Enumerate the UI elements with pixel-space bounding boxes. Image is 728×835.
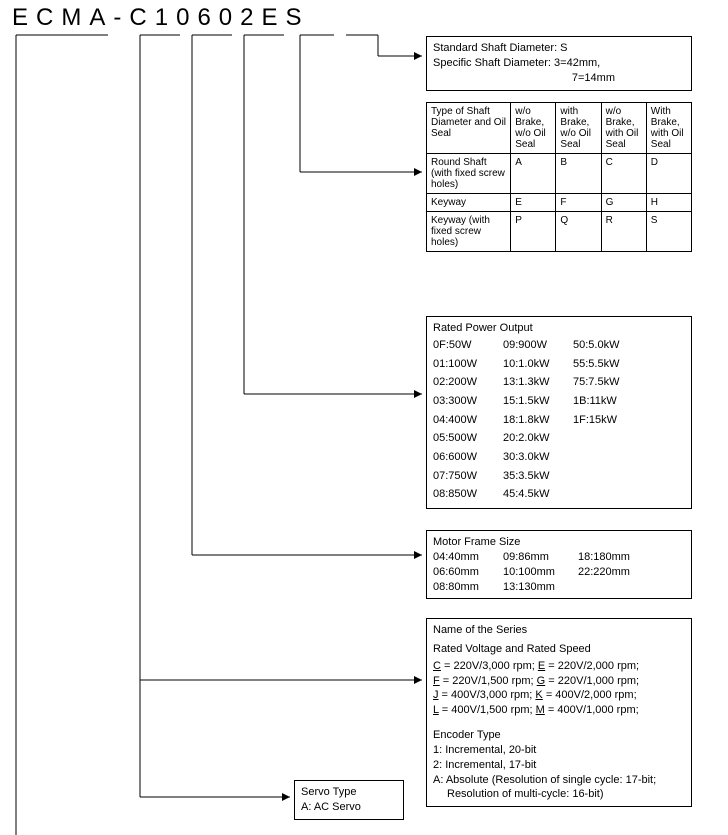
frame-size-box: Motor Frame Size 04:40mm 09:86mm 18:180m… bbox=[426, 530, 692, 599]
part-number-char: 0 bbox=[219, 4, 240, 32]
table-cell: E bbox=[511, 194, 556, 212]
power-item: 03:300W bbox=[433, 392, 503, 411]
part-number-char: 2 bbox=[240, 4, 261, 32]
power-item: 15:1.5kW bbox=[503, 392, 573, 411]
power-item: 04:400W bbox=[433, 411, 503, 430]
table-header: Type of Shaft Diameter and Oil Seal bbox=[427, 103, 511, 154]
power-item: 45:4.5kW bbox=[503, 485, 573, 504]
power-item: 1F:15kW bbox=[573, 411, 643, 430]
table-cell: R bbox=[601, 212, 646, 252]
encoder-line: 1: Incremental, 20-bit bbox=[433, 743, 685, 758]
power-item: 35:3.5kW bbox=[503, 467, 573, 486]
series-val: = 400V/2,000 rpm; bbox=[543, 689, 637, 701]
series-val: = 220V/1,000 rpm; bbox=[545, 675, 639, 687]
series-code: C bbox=[433, 660, 441, 672]
power-item: 01:100W bbox=[433, 355, 503, 374]
series-val: = 220V/2,000 rpm; bbox=[545, 660, 639, 672]
series-val: = 400V/1,500 rpm; bbox=[439, 704, 536, 716]
part-number-char: E bbox=[262, 4, 286, 32]
frame-item: 06:60mm bbox=[433, 565, 503, 580]
power-item: 55:5.5kW bbox=[573, 355, 643, 374]
part-number-char: E bbox=[12, 4, 36, 32]
shaft-diameter-line1: Standard Shaft Diameter: S bbox=[433, 41, 685, 56]
table-cell: Keyway (with fixed screw holes) bbox=[427, 212, 511, 252]
part-number-char: M bbox=[61, 4, 89, 32]
table-header: with Brake, w/o Oil Seal bbox=[556, 103, 601, 154]
shaft-type-table: Type of Shaft Diameter and Oil Seal w/o … bbox=[426, 102, 692, 252]
table-cell: A bbox=[511, 154, 556, 194]
shaft-diameter-line2: Specific Shaft Diameter: 3=42mm, bbox=[433, 56, 685, 71]
frame-item: 09:86mm bbox=[503, 550, 578, 565]
table-cell: Keyway bbox=[427, 194, 511, 212]
table-header: w/o Brake, w/o Oil Seal bbox=[511, 103, 556, 154]
part-number-char: C bbox=[129, 4, 154, 32]
series-val: = 400V/3,000 rpm; bbox=[439, 689, 536, 701]
table-cell: D bbox=[646, 154, 691, 194]
power-item: 05:500W bbox=[433, 429, 503, 448]
table-cell: C bbox=[601, 154, 646, 194]
power-item: 18:1.8kW bbox=[503, 411, 573, 430]
encoder-title: Encoder Type bbox=[433, 728, 685, 743]
series-val: = 220V/1,500 rpm; bbox=[440, 675, 537, 687]
series-code: G bbox=[537, 675, 546, 687]
frame-size-title: Motor Frame Size bbox=[433, 535, 685, 550]
series-val: = 220V/3,000 rpm; bbox=[441, 660, 538, 672]
part-number-char: 0 bbox=[176, 4, 197, 32]
shaft-diameter-line3: 7=14mm bbox=[433, 71, 685, 86]
power-item: 30:3.0kW bbox=[503, 448, 573, 467]
part-number-heading: ECMA-C10602ES bbox=[12, 4, 310, 32]
power-item: 02:200W bbox=[433, 373, 503, 392]
frame-item: 04:40mm bbox=[433, 550, 503, 565]
power-item: 06:600W bbox=[433, 448, 503, 467]
series-title2: Rated Voltage and Rated Speed bbox=[433, 642, 685, 657]
power-item: 13:1.3kW bbox=[503, 373, 573, 392]
frame-item: 08:80mm bbox=[433, 580, 503, 595]
frame-item: 18:180mm bbox=[578, 550, 648, 565]
series-code: M bbox=[536, 704, 545, 716]
part-number-char: S bbox=[286, 4, 310, 32]
frame-item: 13:130mm bbox=[503, 580, 578, 595]
power-item: 08:850W bbox=[433, 485, 503, 504]
part-number-char: A bbox=[89, 4, 113, 32]
power-item: 07:750W bbox=[433, 467, 503, 486]
series-box: Name of the Series Rated Voltage and Rat… bbox=[426, 618, 692, 807]
power-item: 10:1.0kW bbox=[503, 355, 573, 374]
series-code: K bbox=[535, 689, 542, 701]
series-val: = 400V/1,000 rpm; bbox=[545, 704, 639, 716]
power-item: 50:5.0kW bbox=[573, 336, 643, 355]
part-number-char: 6 bbox=[197, 4, 218, 32]
power-item: 09:900W bbox=[503, 336, 573, 355]
table-cell: B bbox=[556, 154, 601, 194]
table-header: With Brake, with Oil Seal bbox=[646, 103, 691, 154]
power-item: 75:7.5kW bbox=[573, 373, 643, 392]
rated-power-title: Rated Power Output bbox=[433, 321, 685, 336]
part-number-char: 1 bbox=[155, 4, 176, 32]
servo-line2: A: AC Servo bbox=[301, 800, 397, 815]
series-title1: Name of the Series bbox=[433, 623, 685, 638]
table-cell: F bbox=[556, 194, 601, 212]
frame-item: 22:220mm bbox=[578, 565, 648, 580]
servo-line1: Servo Type bbox=[301, 785, 397, 800]
encoder-line: A: Absolute (Resolution of single cycle:… bbox=[447, 773, 685, 803]
power-item: 20:2.0kW bbox=[503, 429, 573, 448]
table-cell: H bbox=[646, 194, 691, 212]
part-number-char: - bbox=[113, 4, 129, 32]
shaft-diameter-box: Standard Shaft Diameter: S Specific Shaf… bbox=[426, 36, 692, 91]
frame-item: 10:100mm bbox=[503, 565, 578, 580]
rated-power-box: Rated Power Output 0F:50W 09:900W 50:5.0… bbox=[426, 316, 692, 509]
table-cell: P bbox=[511, 212, 556, 252]
table-cell: G bbox=[601, 194, 646, 212]
power-item: 0F:50W bbox=[433, 336, 503, 355]
part-number-char: C bbox=[36, 4, 61, 32]
table-cell: Q bbox=[556, 212, 601, 252]
series-code: F bbox=[433, 675, 440, 687]
table-cell: S bbox=[646, 212, 691, 252]
table-header: w/o Brake, with Oil Seal bbox=[601, 103, 646, 154]
servo-type-box: Servo Type A: AC Servo bbox=[294, 780, 404, 820]
encoder-line: 2: Incremental, 17-bit bbox=[433, 758, 685, 773]
table-cell: Round Shaft (with fixed screw holes) bbox=[427, 154, 511, 194]
power-item: 1B:11kW bbox=[573, 392, 643, 411]
